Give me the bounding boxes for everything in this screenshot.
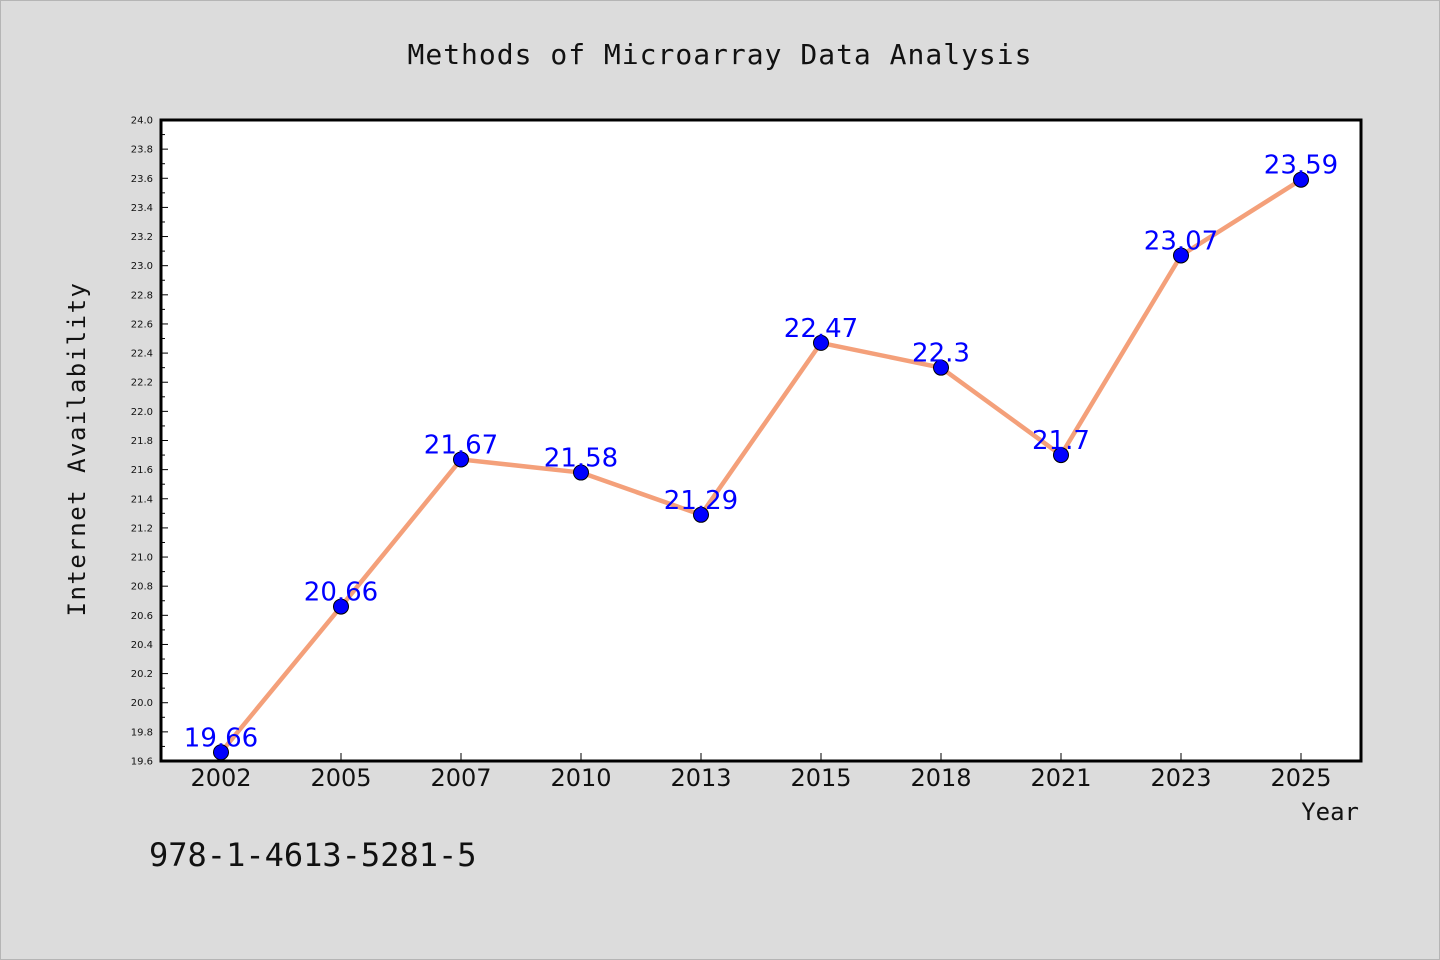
data-label: 21.58 <box>544 444 618 474</box>
y-tick-label: 21.2 <box>131 523 153 534</box>
data-label: 21.67 <box>424 430 498 460</box>
y-tick-label: 22.8 <box>131 290 153 301</box>
data-point <box>813 334 829 351</box>
data-point <box>1293 171 1309 188</box>
data-point <box>1173 247 1189 264</box>
data-label: 21.7 <box>1032 426 1090 456</box>
y-tick-label: 23.4 <box>131 203 153 214</box>
plot-area <box>161 120 1361 761</box>
y-tick-label: 19.6 <box>131 757 153 768</box>
y-tick-label: 19.8 <box>131 727 153 738</box>
x-tick-label: 2025 <box>1270 764 1331 792</box>
x-tick-label: 2007 <box>430 764 491 792</box>
y-tick-label: 21.6 <box>131 465 153 476</box>
data-point <box>933 359 949 376</box>
y-tick-label: 24.0 <box>131 116 153 127</box>
chart-title: Methods of Microarray Data Analysis <box>407 38 1032 71</box>
x-tick-label: 2013 <box>670 764 731 792</box>
y-tick-label: 22.2 <box>131 378 153 389</box>
y-tick-label: 23.2 <box>131 232 153 243</box>
series-layer <box>213 171 1309 761</box>
data-label: 22.3 <box>912 339 970 369</box>
data-labels: 19.66 20.66 21.67 21.58 21.29 22.47 22.3 21.7 23… <box>184 151 1338 754</box>
data-label: 19.66 <box>184 723 258 753</box>
y-tick-label: 20.6 <box>131 611 153 622</box>
x-tick-label: 2015 <box>790 764 851 792</box>
y-tick-label: 22.0 <box>131 407 153 418</box>
data-point <box>693 506 709 523</box>
y-tick-label: 22.6 <box>131 319 153 330</box>
y-tick-label: 20.8 <box>131 582 153 593</box>
data-point <box>453 451 469 468</box>
data-point <box>1053 447 1069 464</box>
y-tick-label: 23.6 <box>131 174 153 185</box>
y-tick-label: 20.2 <box>131 669 153 680</box>
isbn-footer: 978-1-4613-5281-5 <box>149 836 477 874</box>
data-label: 21.29 <box>664 486 738 516</box>
y-axis: 19.6 19.8 20.0 20.2 20.4 20.6 20.8 21.0 21.2 21.4… <box>131 116 168 768</box>
data-label: 23.07 <box>1144 226 1218 256</box>
series-line <box>218 177 1304 755</box>
y-tick-label: 23.8 <box>131 145 153 156</box>
x-tick-label: 2018 <box>910 764 971 792</box>
y-tick-label: 20.4 <box>131 640 153 651</box>
data-point <box>333 598 349 615</box>
y-tick-label: 23.0 <box>131 261 153 272</box>
x-tick-label: 2002 <box>190 764 251 792</box>
x-tick-label: 2023 <box>1150 764 1211 792</box>
x-tick-label: 2005 <box>310 764 371 792</box>
y-tick-label: 21.4 <box>131 494 153 505</box>
y-tick-label: 20.0 <box>131 698 153 709</box>
y-tick-label: 21.0 <box>131 553 153 564</box>
y-tick-label: 22.4 <box>131 349 153 360</box>
data-label: 20.66 <box>304 578 378 608</box>
plot-frame <box>159 118 1363 763</box>
x-tick-label: 2021 <box>1030 764 1091 792</box>
x-tick-label: 2010 <box>550 764 611 792</box>
x-axis: 2002 2005 2007 2010 2013 2015 2018 2021 2023 2025 <box>190 753 1332 792</box>
data-point <box>573 464 589 481</box>
y-tick-label: 21.8 <box>131 436 153 447</box>
data-label: 23.59 <box>1264 151 1338 181</box>
x-axis-label: Year <box>1301 798 1359 826</box>
data-label: 22.47 <box>784 314 858 344</box>
y-axis-label: Internet Availability <box>63 282 91 617</box>
